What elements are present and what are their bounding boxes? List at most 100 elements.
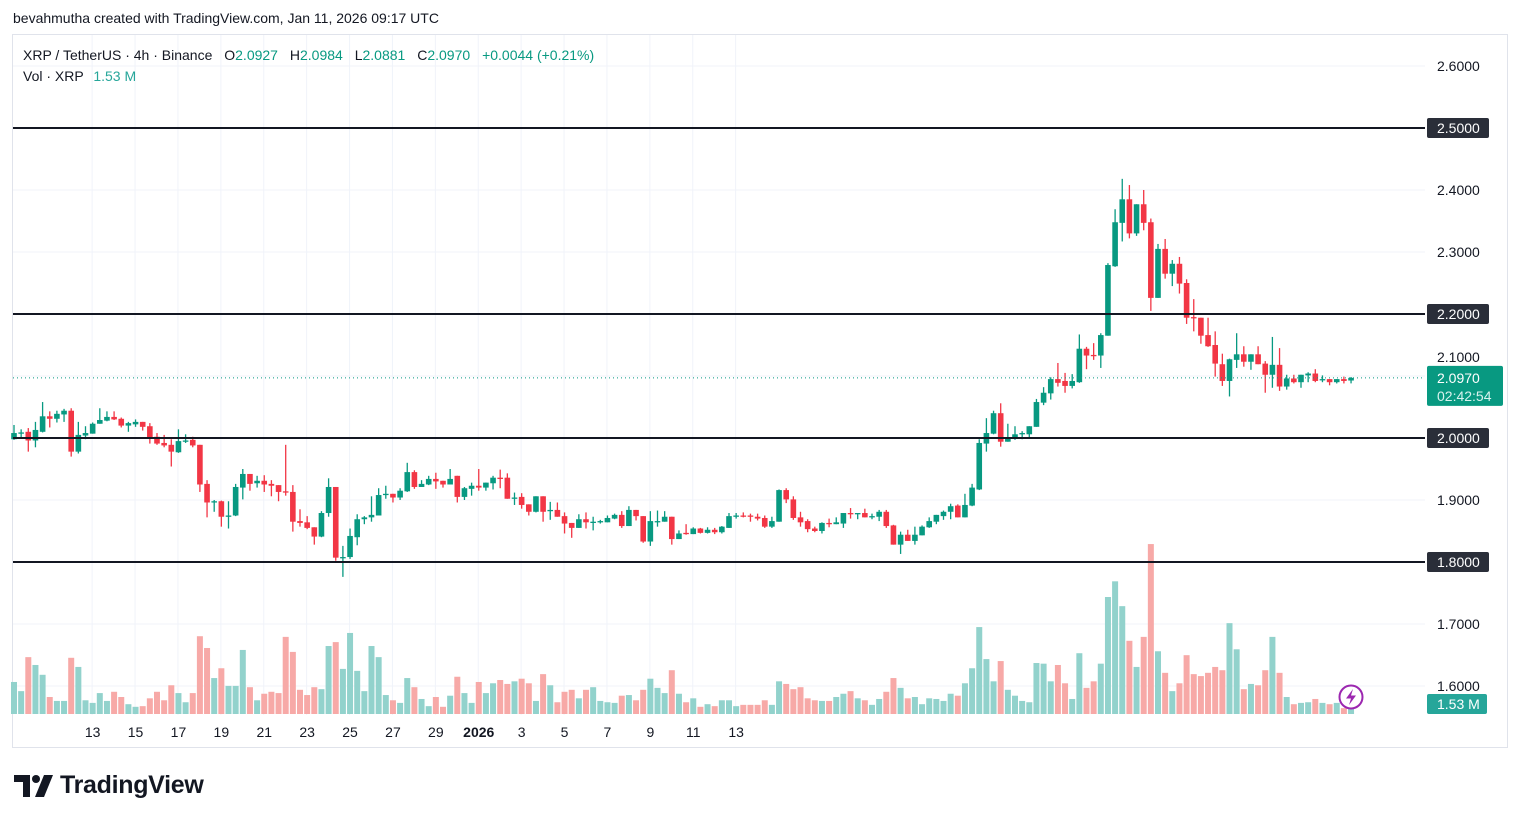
candle-body[interactable] (1090, 354, 1097, 357)
candle-body[interactable] (39, 416, 46, 432)
lightning-bolt-icon[interactable] (1338, 684, 1364, 710)
candle-body[interactable] (862, 513, 868, 518)
candle-body[interactable] (726, 516, 732, 528)
candle-body[interactable] (268, 483, 275, 486)
candle-body[interactable] (897, 534, 904, 545)
candle-body[interactable] (354, 519, 360, 538)
candle-body[interactable] (125, 423, 132, 426)
candle-body[interactable] (1019, 433, 1025, 435)
candle-body[interactable] (604, 517, 611, 523)
candle-body[interactable] (247, 473, 253, 484)
candle-body[interactable] (576, 519, 582, 528)
candle-body[interactable] (1162, 248, 1168, 274)
candle-body[interactable] (1262, 363, 1269, 375)
candle-body[interactable] (254, 480, 260, 484)
candle-body[interactable] (404, 472, 411, 492)
candle-body[interactable] (411, 472, 418, 487)
candle-body[interactable] (211, 501, 217, 503)
candle-body[interactable] (361, 517, 368, 520)
candle-body[interactable] (347, 535, 353, 558)
candle-body[interactable] (425, 478, 432, 485)
candle-body[interactable] (783, 490, 789, 500)
candle-body[interactable] (290, 491, 296, 522)
candle-body[interactable] (776, 490, 782, 522)
candle-body[interactable] (1248, 354, 1254, 362)
candle-body[interactable] (640, 516, 646, 542)
candle-body[interactable] (11, 433, 17, 440)
candle-body[interactable] (661, 516, 668, 522)
candle-body[interactable] (876, 511, 882, 517)
candle-body[interactable] (1312, 373, 1319, 381)
candle-body[interactable] (790, 499, 797, 518)
candle-body[interactable] (1062, 380, 1068, 386)
candle-body[interactable] (1033, 402, 1040, 427)
candle-body[interactable] (218, 501, 225, 517)
candle-body[interactable] (1069, 380, 1075, 386)
candle-body[interactable] (826, 522, 832, 525)
candle-body[interactable] (54, 413, 60, 419)
candle-body[interactable] (490, 477, 496, 484)
candle-body[interactable] (240, 473, 246, 488)
candle-body[interactable] (761, 517, 768, 527)
candle-body[interactable] (1341, 379, 1347, 381)
candle-body[interactable] (926, 521, 932, 528)
candle-body[interactable] (704, 529, 711, 533)
candle-body[interactable] (769, 521, 775, 527)
candle-body[interactable] (840, 513, 847, 524)
candle-body[interactable] (61, 410, 67, 415)
candle-body[interactable] (747, 515, 754, 517)
candle-body[interactable] (418, 483, 425, 487)
candle-body[interactable] (1005, 437, 1011, 442)
candle-body[interactable] (1233, 354, 1240, 360)
candle-body[interactable] (618, 514, 625, 527)
candle-body[interactable] (568, 522, 575, 528)
candle-body[interactable] (690, 528, 697, 535)
candle-body[interactable] (561, 516, 568, 524)
candle-body[interactable] (711, 529, 718, 533)
candle-body[interactable] (161, 442, 167, 446)
candle-body[interactable] (275, 485, 282, 492)
candle-body[interactable] (583, 519, 589, 523)
candle-body[interactable] (461, 488, 468, 497)
candle-body[interactable] (25, 431, 32, 441)
candle-body[interactable] (18, 432, 24, 434)
candle-body[interactable] (683, 532, 689, 535)
candle-body[interactable] (697, 528, 704, 533)
candle-body[interactable] (997, 413, 1004, 442)
candle-body[interactable] (1276, 364, 1283, 387)
candle-body[interactable] (261, 480, 268, 485)
candle-body[interactable] (812, 528, 818, 531)
candle-body[interactable] (1269, 364, 1276, 375)
candle-body[interactable] (912, 534, 918, 541)
candle-body[interactable] (1190, 317, 1197, 319)
candle-body[interactable] (854, 513, 861, 515)
candle-body[interactable] (139, 421, 146, 427)
candle-body[interactable] (1298, 374, 1304, 383)
candle-body[interactable] (118, 418, 125, 426)
candle-body[interactable] (375, 495, 382, 516)
candle-body[interactable] (440, 480, 446, 485)
candle-body[interactable] (976, 442, 983, 490)
candle-body[interactable] (540, 496, 546, 512)
candle-body[interactable] (1133, 204, 1140, 234)
candle-body[interactable] (75, 434, 82, 452)
candle-body[interactable] (1119, 199, 1126, 223)
candle-body[interactable] (82, 433, 89, 436)
candle-body[interactable] (919, 526, 925, 536)
candle-body[interactable] (390, 493, 396, 498)
candle-body[interactable] (497, 477, 503, 479)
candle-body[interactable] (304, 522, 310, 528)
candle-body[interactable] (1219, 364, 1226, 381)
candle-body[interactable] (890, 525, 897, 545)
candle-body[interactable] (311, 527, 318, 537)
candle-body[interactable] (1076, 348, 1083, 383)
candle-body[interactable] (447, 478, 453, 485)
candle-body[interactable] (182, 440, 189, 442)
candle-body[interactable] (804, 521, 811, 530)
candle-body[interactable] (1326, 379, 1333, 383)
candle-body[interactable] (1040, 392, 1047, 403)
candle-body[interactable] (626, 509, 632, 527)
candle-body[interactable] (733, 515, 739, 517)
candle-body[interactable] (89, 423, 96, 434)
